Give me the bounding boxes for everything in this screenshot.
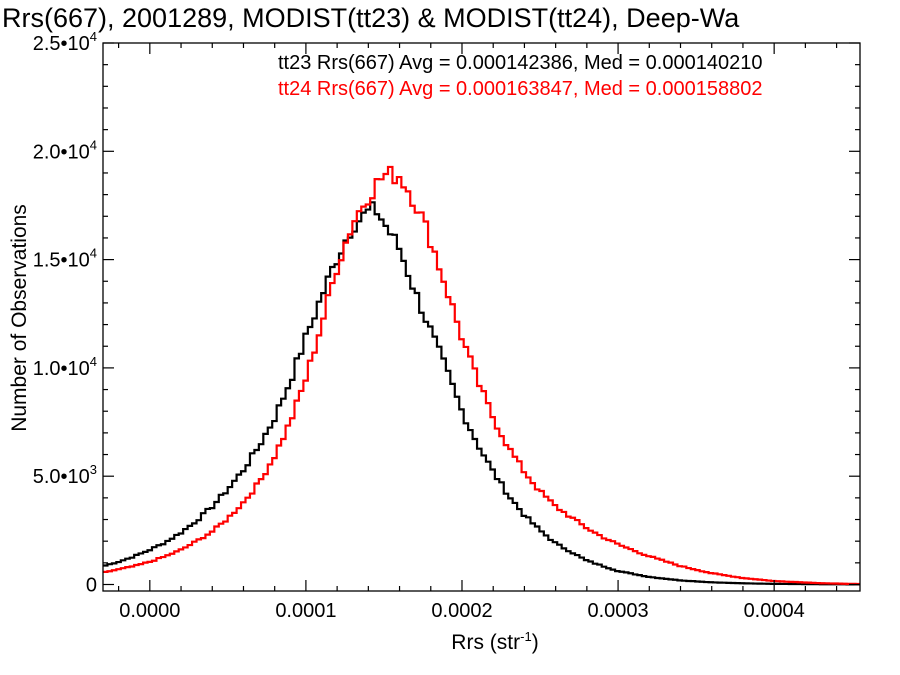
x-tick-label: 0.0001 [275,600,336,622]
y-tick-label: 1.0•104 [33,354,97,380]
x-tick-label: 0.0003 [587,600,648,622]
y-tick-mantissa: 2.0•10 [33,141,90,163]
x-axis-label-superscript: -1 [520,629,532,644]
chart-title: Rrs(667), 2001289, MODIST(tt23) & MODIST… [2,3,740,33]
y-tick-label: 0 [86,575,97,597]
x-tick-label: 0.0000 [119,600,180,622]
y-tick-exponent: 4 [90,29,97,44]
y-tick-exponent: 4 [90,137,97,152]
y-tick-mantissa: 5.0•10 [33,466,90,488]
y-axis-label: Number of Observations [8,204,31,432]
y-tick-exponent: 4 [90,246,97,261]
y-tick-label: 5.0•103 [33,462,97,488]
y-tick-mantissa: 0 [86,575,97,597]
y-tick-mantissa: 1.0•10 [33,358,90,380]
x-axis-label-close: ) [532,631,539,654]
plot-frame [102,42,861,592]
legend-tt23: tt23 Rrs(667) Avg = 0.000142386, Med = 0… [278,52,762,74]
series-line-tt24 [103,165,860,586]
x-tick-labels: 0.0000 0.0001 0.0002 0.0003 0.0004 [119,600,805,622]
x-tick-label: 0.0002 [431,600,492,622]
x-axis-label-base: Rrs (str [451,631,520,654]
y-tick-label: 2.0•104 [33,137,97,163]
x-tick-label: 0.0004 [744,600,805,622]
y-tick-label: 1.5•104 [33,246,97,272]
x-axis-label: Rrs (str-1) [451,629,538,654]
y-tick-exponent: 4 [90,354,97,369]
y-tick-mantissa: 1.5•10 [33,250,90,272]
series-line-tt23 [103,201,860,586]
tick-marks [103,42,860,591]
y-tick-mantissa: 2.5•10 [33,33,90,55]
y-tick-exponent: 3 [90,462,97,477]
legend-tt24: tt24 Rrs(667) Avg = 0.000163847, Med = 0… [278,78,762,100]
series-group [103,165,860,586]
y-tick-label: 2.5•104 [33,29,97,55]
